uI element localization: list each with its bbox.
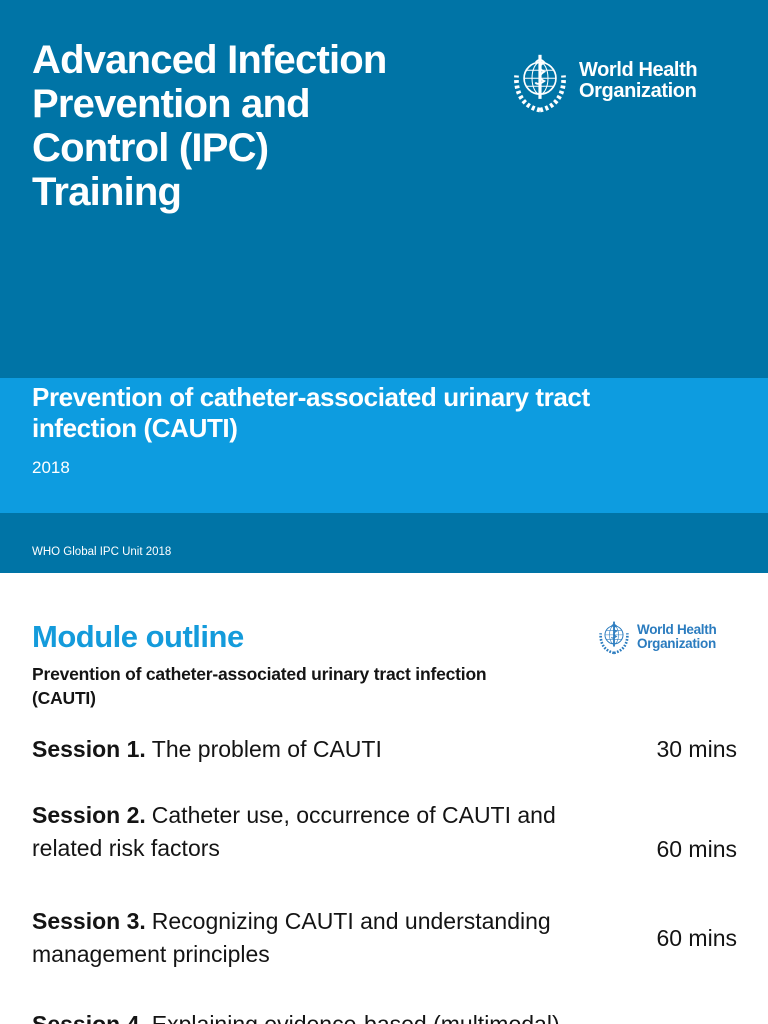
session-row: Session 2. Catheter use, occurrence of CA… — [32, 799, 737, 865]
session-title: Catheter use, occurrence of CAUTI and re… — [32, 802, 556, 861]
who-logo: World Health Organization — [597, 618, 717, 656]
session-text: Session 2. Catheter use, occurrence of CA… — [32, 799, 590, 865]
module-subtitle-line: Prevention of catheter-associated urinar… — [32, 664, 487, 684]
session-duration: 60 mins — [656, 836, 737, 862]
session-title: The problem of CAUTI — [151, 736, 382, 762]
who-logo: World Health Organization — [510, 50, 698, 114]
slide-2-module-outline: World Health Organization Module outline… — [0, 573, 768, 1024]
module-title: Prevention of catheter-associated urinar… — [32, 382, 590, 444]
course-title-line: Training — [32, 170, 182, 214]
session-row: Session 3. Recognizing CAUTI and understa… — [32, 905, 737, 971]
session-duration: 30 mins — [656, 736, 737, 762]
slide-footer: WHO Global IPC Unit 2018 — [32, 546, 172, 558]
module-title-line: Prevention of catheter-associated urinar… — [32, 382, 590, 412]
module-title-band: Prevention of catheter-associated urinar… — [0, 378, 768, 513]
who-logo-text: World Health Organization — [579, 59, 698, 102]
session-label: Session 3. — [32, 908, 146, 934]
session-title: Explaining evidence-based (multimodal) — [151, 1011, 560, 1024]
module-title-line: infection (CAUTI) — [32, 413, 238, 443]
who-logo-line2: Organization — [637, 636, 716, 651]
session-title: Recognizing CAUTI and understanding mana… — [32, 908, 551, 967]
year-label: 2018 — [32, 458, 70, 477]
session-label: Session 2. — [32, 802, 146, 828]
module-subtitle: Prevention of catheter-associated urinar… — [32, 662, 487, 710]
session-row: Session 4. Explaining evidence-based (mul… — [32, 1008, 737, 1024]
course-title-line: Control (IPC) — [32, 126, 269, 170]
who-emblem-icon — [510, 50, 570, 114]
who-logo-line2: Organization — [579, 80, 697, 102]
who-logo-line1: World Health — [579, 59, 698, 81]
session-label: Session 1. — [32, 736, 146, 762]
session-row: Session 1. The problem of CAUTI 30 mins — [32, 733, 737, 766]
course-title: Advanced Infection Prevention and Contro… — [32, 38, 387, 214]
page-title: Module outline — [32, 619, 244, 654]
session-text: Session 1. The problem of CAUTI — [32, 733, 590, 766]
session-label: Session 4. — [32, 1011, 146, 1024]
who-emblem-icon — [597, 618, 631, 656]
session-text: Session 4. Explaining evidence-based (mul… — [32, 1008, 590, 1024]
session-text: Session 3. Recognizing CAUTI and understa… — [32, 905, 590, 971]
session-duration: 60 mins — [656, 925, 737, 951]
slide-1-title-page: Advanced Infection Prevention and Contro… — [0, 0, 768, 573]
course-title-line: Prevention and — [32, 82, 311, 126]
course-title-line: Advanced Infection — [32, 38, 387, 82]
module-subtitle-line: (CAUTI) — [32, 688, 96, 708]
who-logo-line1: World Health — [637, 622, 717, 637]
who-logo-text: World Health Organization — [637, 622, 717, 651]
